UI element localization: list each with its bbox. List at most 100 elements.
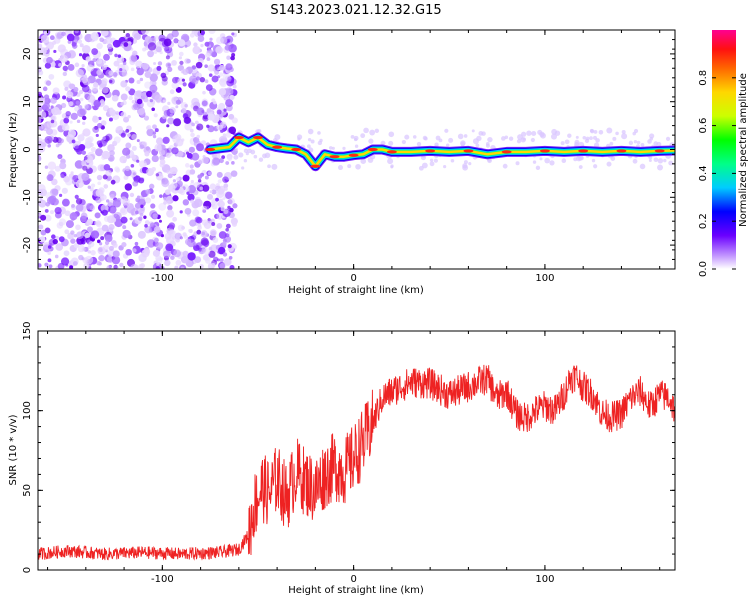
noise-dot	[175, 105, 179, 109]
noise-dot	[181, 78, 186, 82]
ridge-halo-dot	[515, 161, 520, 166]
noise-dot	[81, 45, 91, 54]
noise-dot	[177, 224, 185, 232]
noise-dot	[43, 94, 50, 100]
noise-dot	[226, 55, 231, 60]
ridge-halo-dot	[243, 159, 248, 163]
noise-dot	[78, 53, 83, 57]
ridge-halo-dot	[354, 144, 359, 148]
noise-dot	[54, 206, 62, 215]
noise-dot	[230, 170, 238, 177]
noise-dot	[231, 221, 237, 227]
noise-dot	[132, 102, 141, 110]
noise-dot	[111, 94, 119, 102]
noise-dot	[111, 255, 121, 265]
ridge-halo-dot	[593, 142, 600, 148]
noise-dot	[50, 97, 57, 104]
spectrogram-xlabel: Height of straight line (km)	[288, 285, 424, 296]
noise-dot	[127, 114, 131, 119]
noise-dot	[96, 122, 103, 129]
noise-dot	[46, 56, 53, 64]
noise-dot	[225, 87, 234, 96]
noise-dot	[182, 232, 187, 237]
spectrogram-ytick-label: 0	[22, 146, 33, 152]
noise-dot	[189, 128, 194, 133]
noise-dot	[82, 128, 91, 137]
noise-dot	[197, 35, 205, 43]
noise-dot	[113, 136, 121, 144]
colorbar-tick-label: 0.6	[698, 118, 709, 134]
ridge-halo-dot	[374, 128, 380, 133]
noise-dot	[177, 64, 184, 72]
noise-dot	[136, 98, 143, 105]
ridge-halo-dot	[633, 140, 638, 144]
noise-dot	[223, 187, 228, 191]
noise-dot	[140, 30, 150, 35]
noise-dot	[74, 160, 84, 169]
ridge-halo-dot	[448, 137, 454, 143]
ridge-halo-dot	[475, 143, 480, 148]
noise-dot	[227, 197, 235, 205]
noise-dot	[47, 245, 52, 249]
noise-dot	[176, 180, 183, 188]
noise-dot	[129, 54, 138, 63]
noise-dot	[82, 115, 87, 121]
noise-dot	[155, 46, 162, 53]
noise-dot	[52, 238, 58, 245]
ridge-halo-dot	[297, 137, 301, 141]
noise-dot	[106, 199, 110, 203]
noise-dot	[207, 113, 215, 121]
noise-dot	[69, 120, 73, 124]
ridge-halo-dot	[434, 142, 439, 147]
noise-dot	[49, 210, 54, 215]
noise-dot	[88, 178, 92, 182]
ridge-halo-dot	[233, 154, 239, 160]
noise-dot	[191, 152, 200, 161]
noise-dot	[130, 164, 135, 168]
noise-dot	[143, 162, 147, 167]
ridge-halo-dot	[501, 136, 506, 141]
noise-dot	[187, 184, 197, 194]
spectrogram-xtick-label: 100	[535, 273, 554, 284]
noise-dot	[68, 83, 74, 89]
noise-dot	[139, 110, 146, 117]
noise-dot	[182, 174, 190, 182]
noise-dot	[81, 247, 86, 252]
noise-dot	[81, 150, 87, 155]
noise-dot	[63, 175, 70, 183]
noise-dot	[39, 47, 47, 55]
noise-dot	[231, 161, 235, 165]
noise-dot	[97, 181, 101, 186]
colorbar-tick-label: 0.0	[698, 261, 709, 277]
noise-dot	[164, 259, 171, 267]
noise-dot	[207, 171, 212, 176]
noise-dot	[61, 187, 68, 194]
noise-dot	[151, 154, 159, 163]
noise-dot	[144, 151, 150, 157]
noise-dot	[43, 31, 48, 35]
noise-dot	[200, 230, 208, 238]
noise-dot	[63, 117, 70, 124]
noise-dot	[176, 150, 184, 158]
noise-dot	[77, 134, 85, 142]
noise-dot	[123, 116, 130, 123]
noise-dot	[102, 105, 110, 112]
noise-dot	[204, 64, 208, 68]
noise-dot	[77, 39, 83, 44]
noise-dot	[46, 174, 54, 182]
noise-dot	[47, 144, 51, 148]
noise-dot	[182, 82, 187, 87]
noise-dot	[44, 214, 52, 222]
ridge-halo-dot	[560, 141, 565, 146]
noise-dot	[169, 166, 178, 175]
noise-dot	[172, 76, 179, 84]
spectrogram-ytick-label: -20	[22, 237, 33, 253]
noise-dot	[158, 219, 162, 223]
noise-dot	[199, 264, 204, 269]
noise-dot	[210, 230, 216, 236]
noise-dot	[146, 90, 153, 98]
ridge-peak	[578, 149, 589, 153]
snr-xtick-label: -100	[151, 574, 174, 585]
noise-dot	[99, 242, 103, 246]
noise-dot	[125, 33, 131, 38]
